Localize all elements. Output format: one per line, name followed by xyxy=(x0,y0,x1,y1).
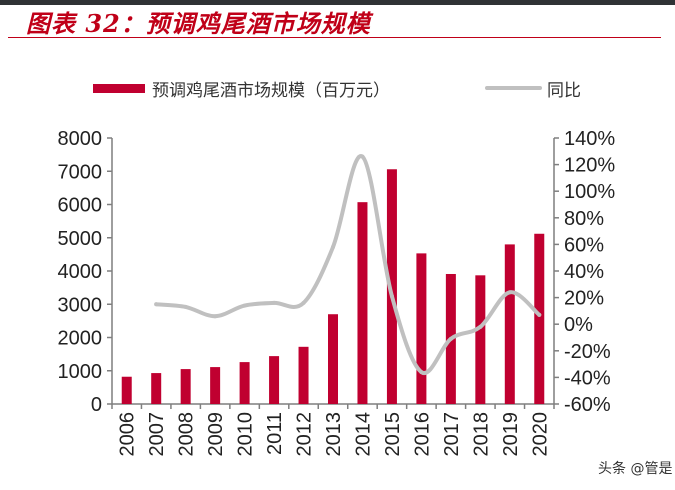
bar-2020 xyxy=(534,233,545,404)
bar-2011 xyxy=(269,356,280,404)
x-tick-label: 2012 xyxy=(294,412,316,457)
legend-label-line: 同比 xyxy=(547,81,581,100)
legend-label-bar: 预调鸡尾酒市场规模（百万元） xyxy=(152,81,390,100)
yoy-point-2011 xyxy=(272,300,277,305)
yoy-point-2018 xyxy=(478,324,483,329)
bar-2019 xyxy=(504,244,515,404)
chart-title: 图表 32：预调鸡尾酒市场规模 xyxy=(26,9,371,38)
yoy-point-2017 xyxy=(448,336,453,341)
right-tick-label: 20% xyxy=(564,288,604,310)
yoy-point-2009 xyxy=(213,314,218,319)
x-tick-label: 2016 xyxy=(411,412,433,457)
x-tick-label: 2009 xyxy=(205,412,227,457)
yoy-point-2007 xyxy=(154,302,159,307)
legend-swatch-bar xyxy=(93,84,145,93)
right-tick-label: 40% xyxy=(564,261,604,283)
right-tick-label: 140% xyxy=(564,128,615,150)
yoy-point-2019 xyxy=(507,290,512,295)
x-tick-label: 2020 xyxy=(529,412,551,457)
x-tick-label: 2007 xyxy=(146,412,168,457)
left-tick-label: 6000 xyxy=(58,195,103,217)
left-tick-label: 0 xyxy=(91,394,102,416)
right-tick-label: 0% xyxy=(564,314,593,336)
right-tick-label: -20% xyxy=(564,341,611,363)
x-tick-label: 2006 xyxy=(117,412,139,457)
yoy-line xyxy=(154,154,542,375)
left-tick-label: 5000 xyxy=(58,228,103,250)
x-tick-label: 2010 xyxy=(235,412,257,457)
yoy-point-2010 xyxy=(242,303,247,308)
left-tick-label: 8000 xyxy=(58,128,103,150)
yoy-point-2012 xyxy=(301,300,306,305)
bar-2006 xyxy=(121,376,132,404)
x-tick-label: 2014 xyxy=(352,412,374,457)
left-tick-label: 4000 xyxy=(58,261,103,283)
bar-2015 xyxy=(386,169,397,404)
bar-2009 xyxy=(210,367,221,404)
bar-2013 xyxy=(328,314,338,404)
bar-2010 xyxy=(239,362,250,404)
left-tick-label: 2000 xyxy=(58,328,103,350)
right-tick-label: -40% xyxy=(564,367,611,389)
x-tick-label: 2018 xyxy=(470,412,492,457)
yoy-point-2016 xyxy=(419,370,424,375)
left-tick-label: 7000 xyxy=(58,161,103,183)
x-tick-label: 2011 xyxy=(264,412,286,455)
x-tick-label: 2015 xyxy=(382,412,404,457)
bar-2008 xyxy=(180,369,191,404)
title-divider xyxy=(8,37,661,38)
right-tick-label: 100% xyxy=(564,181,615,203)
bar-2012 xyxy=(298,346,309,404)
x-tick-label: 2008 xyxy=(176,412,198,457)
watermark: 头条 @管是 xyxy=(598,461,673,477)
right-tick-label: -60% xyxy=(564,394,611,416)
yoy-point-2015 xyxy=(389,294,394,299)
bar-2014 xyxy=(357,202,368,404)
left-tick-label: 1000 xyxy=(58,361,103,383)
bar-2016 xyxy=(416,253,427,404)
yoy-point-2020 xyxy=(537,312,542,317)
bar-2007 xyxy=(151,373,162,404)
right-tick-label: 120% xyxy=(564,155,615,177)
x-tick-label: 2017 xyxy=(441,412,463,457)
x-tick-label: 2019 xyxy=(500,412,522,457)
bar-2018 xyxy=(475,275,486,404)
yoy-point-2014 xyxy=(360,154,365,159)
yoy-point-2008 xyxy=(183,304,188,309)
x-tick-label: 2013 xyxy=(323,412,345,457)
yoy-point-2013 xyxy=(331,245,335,250)
top-bar xyxy=(0,0,675,5)
left-tick-label: 3000 xyxy=(58,294,103,316)
right-tick-label: 60% xyxy=(564,234,604,256)
right-tick-label: 80% xyxy=(564,208,604,230)
